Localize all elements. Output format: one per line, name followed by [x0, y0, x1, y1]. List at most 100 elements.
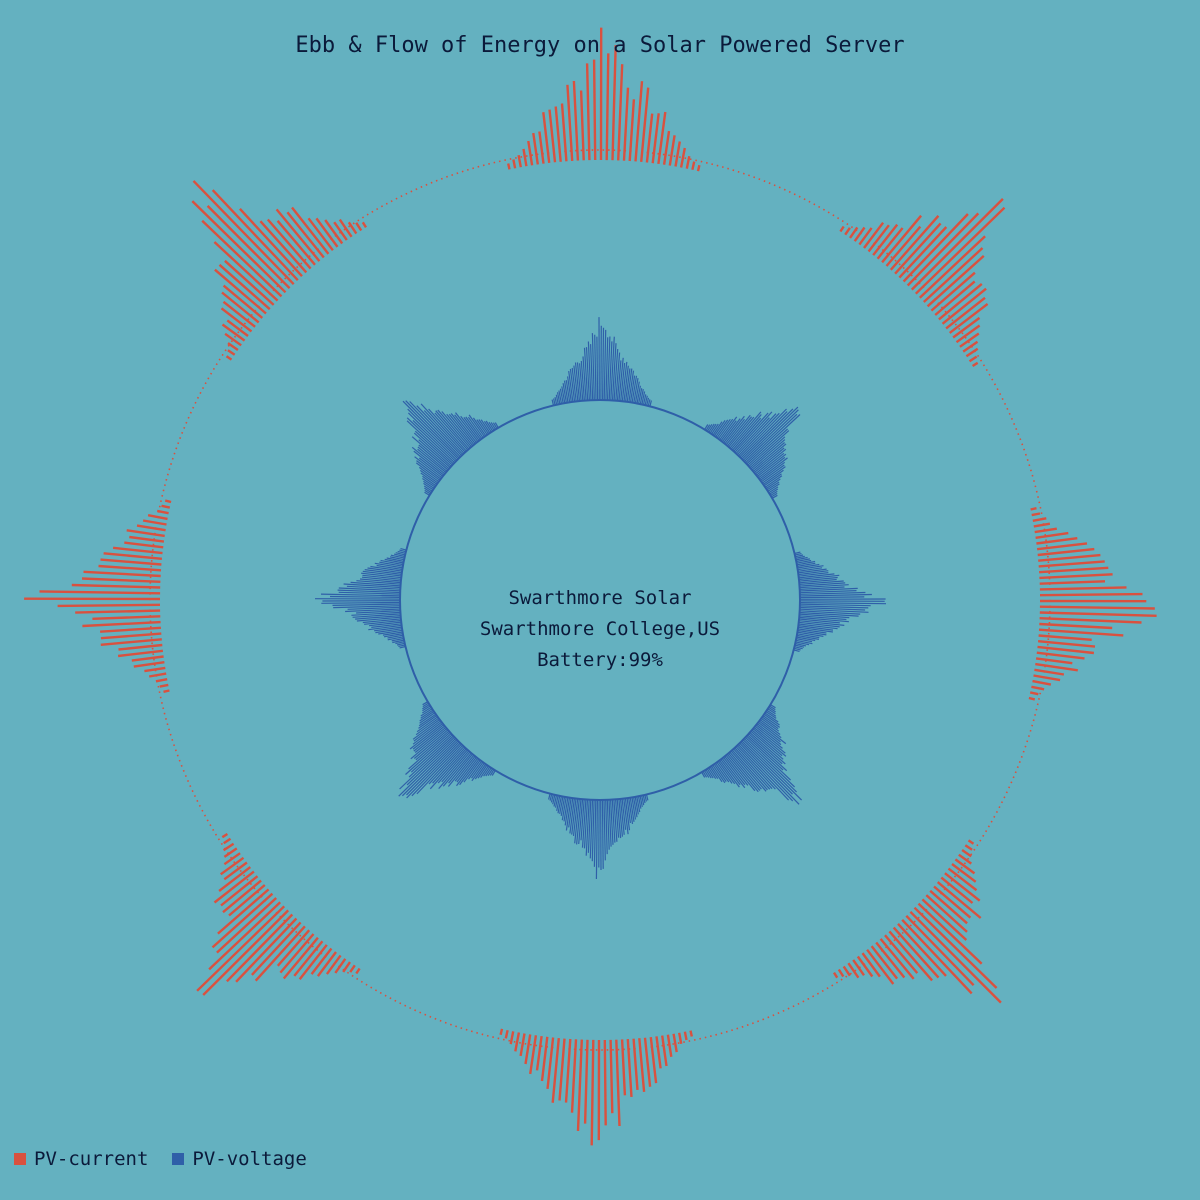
pv-current-bar: [218, 866, 252, 892]
pv-current-bar: [546, 1037, 555, 1090]
pv-voltage-bar: [761, 716, 779, 730]
pv-voltage-bar: [408, 731, 451, 770]
pv-current-bar: [902, 213, 969, 283]
pv-voltage-bar: [641, 795, 645, 806]
pv-current-bar: [678, 1032, 683, 1045]
pv-current-bar: [645, 113, 654, 163]
pv-current-bar: [870, 945, 899, 980]
chart-title: Ebb & Flow of Energy on a Solar Powered …: [295, 33, 905, 58]
pv-voltage-bar: [766, 481, 780, 491]
pv-voltage-bar: [795, 556, 808, 561]
pv-voltage-bar: [410, 734, 453, 773]
pv-voltage-bar: [755, 452, 785, 476]
pv-current-bar: [324, 219, 344, 245]
pv-current-bar: [961, 849, 972, 858]
pv-current-bar: [286, 211, 325, 259]
pv-voltage-bar: [560, 796, 566, 817]
pv-current-bar: [1037, 547, 1095, 557]
pv-current-bar: [696, 164, 701, 172]
pv-current-bar: [342, 961, 351, 973]
pv-voltage-bar: [576, 799, 582, 845]
pv-voltage-bar: [556, 392, 561, 405]
pv-voltage-bar: [799, 587, 858, 592]
pv-voltage-bar: [412, 724, 445, 750]
pv-current-bar: [307, 217, 334, 252]
pv-voltage-bar: [361, 576, 401, 582]
pv-voltage-bar: [414, 430, 453, 466]
pv-voltage-bar: [417, 448, 447, 473]
pv-voltage-bar: [393, 553, 405, 558]
pv-current-bar: [522, 148, 528, 167]
pv-voltage-bar: [624, 798, 631, 831]
pv-current-bar: [917, 902, 983, 965]
pv-current-bar: [1030, 507, 1037, 511]
pv-voltage-bar: [416, 744, 464, 795]
pv-current-bar: [136, 524, 166, 532]
pv-current-bar: [861, 952, 881, 978]
pv-current-bar: [298, 944, 328, 980]
pv-voltage-bar: [615, 799, 620, 838]
pv-voltage-bar: [729, 751, 762, 790]
pv-voltage-bar: [798, 625, 834, 631]
pv-voltage-bar: [749, 732, 786, 765]
pv-current-bar: [638, 1038, 646, 1093]
pv-voltage-bar: [721, 758, 746, 789]
pv-voltage-bar: [750, 439, 786, 470]
pv-voltage-bar: [559, 388, 564, 404]
pv-current-bar: [560, 103, 568, 162]
pv-current-bar: [206, 205, 291, 290]
pv-current-bar: [221, 291, 260, 324]
pv-voltage-bar: [582, 356, 587, 401]
pv-voltage-bar: [406, 741, 460, 796]
pv-voltage-bar: [573, 365, 579, 402]
pv-voltage-bar: [565, 797, 572, 831]
pv-voltage-bar: [423, 410, 465, 454]
pv-current-bar: [519, 1033, 526, 1057]
pv-voltage-bar: [589, 799, 594, 859]
pv-current-bar: [1035, 531, 1069, 539]
pv-voltage-bar: [798, 621, 840, 628]
pv-voltage-bar: [717, 760, 736, 785]
pv-current-bar: [75, 609, 161, 614]
pv-current-bar: [622, 87, 630, 161]
pv-voltage-bar: [757, 721, 787, 745]
pv-voltage-bar: [389, 556, 405, 561]
pv-voltage-bar: [416, 460, 442, 480]
pv-voltage-bar: [717, 418, 734, 440]
pv-current-bar: [965, 347, 979, 358]
pv-current-bar: [929, 889, 968, 925]
pv-voltage-bar: [636, 796, 641, 813]
pv-voltage-bar: [726, 753, 759, 793]
pv-voltage-bar: [555, 394, 559, 405]
pv-voltage-bar: [746, 735, 784, 771]
pv-voltage-bar: [423, 480, 435, 489]
pv-current-bar: [617, 64, 624, 161]
pv-current-bar: [967, 839, 975, 845]
pv-voltage-bar: [797, 562, 816, 567]
pv-voltage-bar: [438, 751, 471, 789]
pv-voltage-bar: [347, 606, 401, 610]
pv-voltage-bar: [468, 760, 483, 780]
pv-current-bar: [906, 212, 980, 287]
pv-voltage-bar: [434, 412, 469, 451]
pv-voltage-bar: [794, 644, 805, 648]
pv-voltage-bar: [713, 763, 727, 782]
pv-voltage-bar: [794, 553, 802, 556]
pv-voltage-bar: [646, 397, 650, 406]
pv-voltage-bar: [742, 406, 799, 461]
pv-voltage-bar: [412, 419, 457, 462]
pv-voltage-bar: [456, 757, 479, 787]
pv-voltage-bar: [333, 605, 401, 609]
pv-voltage-bar: [558, 390, 563, 404]
pv-current-bar: [512, 159, 517, 169]
pv-current-bar: [81, 577, 161, 583]
pv-voltage-bar: [420, 708, 433, 717]
pv-voltage-bar: [644, 794, 647, 802]
pv-voltage-bar: [554, 795, 559, 808]
pv-current-bar: [338, 218, 353, 238]
pv-voltage-bar: [797, 565, 824, 571]
pv-current-bar: [628, 99, 636, 162]
pv-current-bar: [333, 221, 348, 241]
pv-current-bar: [889, 215, 940, 271]
